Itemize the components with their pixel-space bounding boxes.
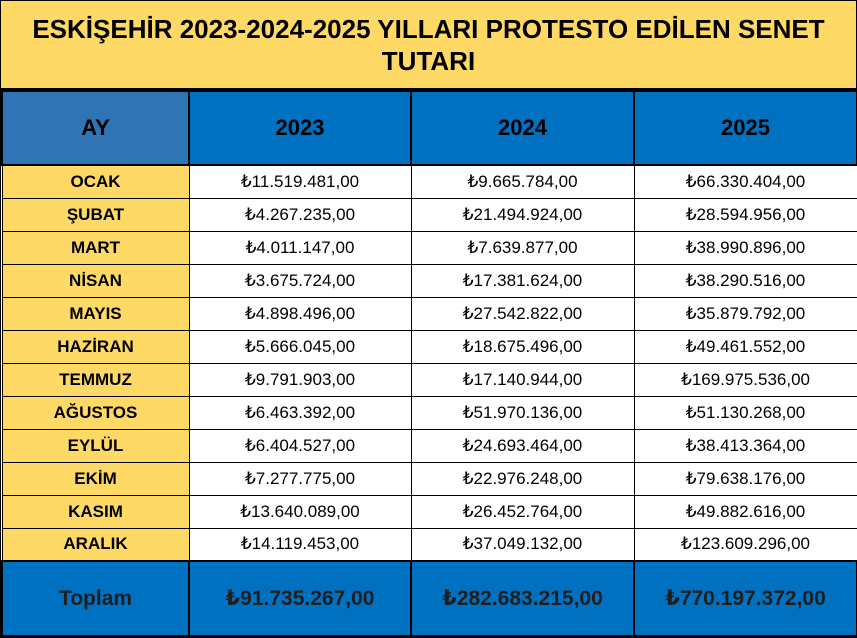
amount-cell-2023: ₺6.463.392,00 xyxy=(188,395,412,430)
protest-amounts-table: AY 2023 2024 2025 OCAK ₺11.519.481,00 ₺9.6… xyxy=(1,90,857,637)
month-cell: HAZİRAN xyxy=(1,329,190,364)
month-cell: MART xyxy=(1,230,190,265)
table-row: AĞUSTOS ₺6.463.392,00 ₺51.970.136,00 ₺51.13… xyxy=(1,395,857,430)
amount-cell-2023: ₺9.791.903,00 xyxy=(188,362,412,397)
amount-cell-2023: ₺7.277.775,00 xyxy=(188,461,412,496)
amount-cell-2024: ₺27.542.822,00 xyxy=(410,296,635,331)
amount-cell-2023: ₺4.011.147,00 xyxy=(188,230,412,265)
amount-cell-2025: ₺38.413.364,00 xyxy=(633,428,857,463)
table-row: EYLÜL ₺6.404.527,00 ₺24.693.464,00 ₺38.413.… xyxy=(1,428,857,463)
amount-cell-2024: ₺51.970.136,00 xyxy=(410,395,635,430)
table-row: ŞUBAT ₺4.267.235,00 ₺21.494.924,00 ₺28.594.… xyxy=(1,197,857,232)
amount-cell-2023: ₺14.119.453,00 xyxy=(188,527,412,562)
amount-cell-2024: ₺18.675.496,00 xyxy=(410,329,635,364)
month-cell: NİSAN xyxy=(1,263,190,298)
amount-cell-2025: ₺66.330.404,00 xyxy=(633,164,857,199)
table-row: MART ₺4.011.147,00 ₺7.639.877,00 ₺38.990.89… xyxy=(1,230,857,265)
total-label: Toplam xyxy=(1,560,190,637)
table-row: HAZİRAN ₺5.666.045,00 ₺18.675.496,00 ₺49.46… xyxy=(1,329,857,364)
month-cell: EYLÜL xyxy=(1,428,190,463)
month-cell: AĞUSTOS xyxy=(1,395,190,430)
header-year-2024: 2024 xyxy=(410,90,635,166)
amount-cell-2023: ₺3.675.724,00 xyxy=(188,263,412,298)
month-cell: ARALIK xyxy=(1,527,190,562)
amount-cell-2024: ₺17.381.624,00 xyxy=(410,263,635,298)
amount-cell-2025: ₺35.879.792,00 xyxy=(633,296,857,331)
table-row: MAYIS ₺4.898.496,00 ₺27.542.822,00 ₺35.879.… xyxy=(1,296,857,331)
month-cell: EKİM xyxy=(1,461,190,496)
amount-cell-2025: ₺49.461.552,00 xyxy=(633,329,857,364)
amount-cell-2025: ₺51.130.268,00 xyxy=(633,395,857,430)
month-rows: OCAK ₺11.519.481,00 ₺9.665.784,00 ₺66.330.4… xyxy=(1,164,857,562)
sheet-title: ESKİŞEHİR 2023-2024-2025 YILLARI PROTEST… xyxy=(1,1,856,90)
amount-cell-2025: ₺79.638.176,00 xyxy=(633,461,857,496)
table-row: EKİM ₺7.277.775,00 ₺22.976.248,00 ₺79.638.1… xyxy=(1,461,857,496)
month-cell: TEMMUZ xyxy=(1,362,190,397)
month-cell: MAYIS xyxy=(1,296,190,331)
total-row: Toplam ₺91.735.267,00 ₺282.683.215,00 ₺7… xyxy=(1,560,857,637)
amount-cell-2024: ₺9.665.784,00 xyxy=(410,164,635,199)
amount-cell-2024: ₺17.140.944,00 xyxy=(410,362,635,397)
amount-cell-2024: ₺24.693.464,00 xyxy=(410,428,635,463)
amount-cell-2024: ₺26.452.764,00 xyxy=(410,494,635,529)
amount-cell-2025: ₺49.882.616,00 xyxy=(633,494,857,529)
amount-cell-2024: ₺22.976.248,00 xyxy=(410,461,635,496)
table-row: TEMMUZ ₺9.791.903,00 ₺17.140.944,00 ₺169.97… xyxy=(1,362,857,397)
amount-cell-2024: ₺37.049.132,00 xyxy=(410,527,635,562)
amount-cell-2023: ₺11.519.481,00 xyxy=(188,164,412,199)
table-row: KASIM ₺13.640.089,00 ₺26.452.764,00 ₺49.882… xyxy=(1,494,857,529)
amount-cell-2025: ₺38.290.516,00 xyxy=(633,263,857,298)
header-year-2023: 2023 xyxy=(188,90,412,166)
amount-cell-2023: ₺4.267.235,00 xyxy=(188,197,412,232)
amount-cell-2024: ₺7.639.877,00 xyxy=(410,230,635,265)
amount-cell-2023: ₺13.640.089,00 xyxy=(188,494,412,529)
total-2025: ₺770.197.372,00 xyxy=(633,560,857,637)
month-cell: KASIM xyxy=(1,494,190,529)
header-year-2025: 2025 xyxy=(633,90,857,166)
table-row: NİSAN ₺3.675.724,00 ₺17.381.624,00 ₺38.290.… xyxy=(1,263,857,298)
table-row: ARALIK ₺14.119.453,00 ₺37.049.132,00 ₺123.6… xyxy=(1,527,857,562)
amount-cell-2025: ₺28.594.956,00 xyxy=(633,197,857,232)
header-month: AY xyxy=(1,90,190,166)
table-row: OCAK ₺11.519.481,00 ₺9.665.784,00 ₺66.330.4… xyxy=(1,164,857,199)
header-row: AY 2023 2024 2025 xyxy=(1,90,857,166)
amount-cell-2025: ₺169.975.536,00 xyxy=(633,362,857,397)
amount-cell-2025: ₺123.609.296,00 xyxy=(633,527,857,562)
total-2023: ₺91.735.267,00 xyxy=(188,560,412,637)
amount-cell-2023: ₺6.404.527,00 xyxy=(188,428,412,463)
amount-cell-2023: ₺5.666.045,00 xyxy=(188,329,412,364)
month-cell: ŞUBAT xyxy=(1,197,190,232)
amount-cell-2024: ₺21.494.924,00 xyxy=(410,197,635,232)
amount-cell-2023: ₺4.898.496,00 xyxy=(188,296,412,331)
amount-cell-2025: ₺38.990.896,00 xyxy=(633,230,857,265)
month-cell: OCAK xyxy=(1,164,190,199)
total-2024: ₺282.683.215,00 xyxy=(410,560,635,637)
